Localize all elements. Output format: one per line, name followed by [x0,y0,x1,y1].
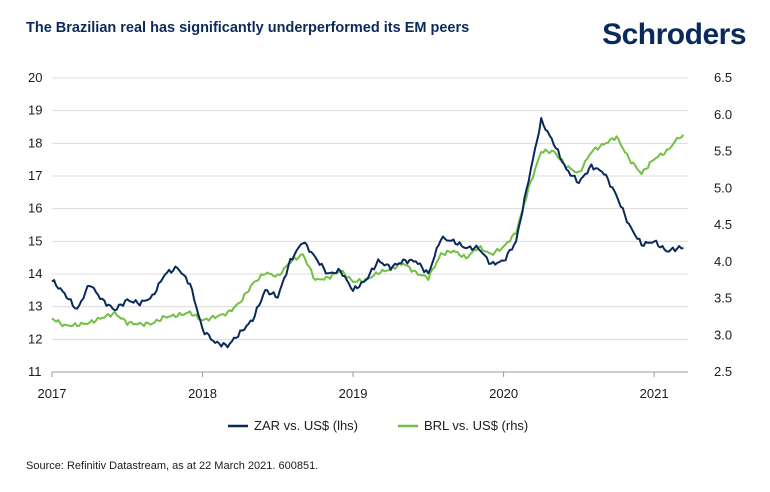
x-tick-label: 2020 [489,386,518,401]
right-tick-label: 4.0 [714,254,732,269]
right-tick-label: 6.5 [714,70,732,85]
right-tick-label: 4.5 [714,217,732,232]
right-tick-label: 5.0 [714,180,732,195]
right-tick-label: 3.0 [714,327,732,342]
chart-title: The Brazilian real has significantly und… [26,20,470,36]
left-tick-label: 15 [28,233,42,248]
left-tick-label: 11 [28,364,42,379]
left-tick-label: 20 [28,70,42,85]
series-line-brl [51,134,685,328]
left-axis-ticks: 20 19 18 17 16 15 14 13 12 11 [28,70,42,379]
left-tick-label: 13 [28,299,42,314]
brand-logo: Schroders [602,18,746,51]
left-tick-label: 14 [28,266,42,281]
legend-label-brl: BRL vs. US$ (rhs) [424,418,528,433]
source-note: Source: Refinitiv Datastream, as at 22 M… [26,460,319,472]
legend: ZAR vs. US$ (lhs) BRL vs. US$ (rhs) [228,418,528,433]
left-tick-label: 12 [28,331,42,346]
right-tick-label: 3.5 [714,291,732,306]
series-line-zar [51,117,684,349]
x-tick-label: 2017 [38,386,67,401]
left-tick-label: 18 [28,135,42,150]
left-tick-label: 19 [28,103,42,118]
right-tick-label: 6.0 [714,107,732,122]
right-tick-label: 5.5 [714,144,732,159]
x-tick-label: 2019 [339,386,368,401]
x-tick-label: 2018 [188,386,217,401]
right-axis-ticks: 6.5 6.0 5.5 5.0 4.5 4.0 3.5 3.0 2.5 [714,70,732,379]
left-tick-label: 17 [28,168,42,183]
legend-label-zar: ZAR vs. US$ (lhs) [254,418,358,433]
series-lines [51,117,685,349]
left-tick-label: 16 [28,201,42,216]
right-tick-label: 2.5 [714,364,732,379]
x-axis-ticks: 2017 2018 2019 2020 2021 [38,372,669,401]
x-tick-label: 2021 [640,386,669,401]
